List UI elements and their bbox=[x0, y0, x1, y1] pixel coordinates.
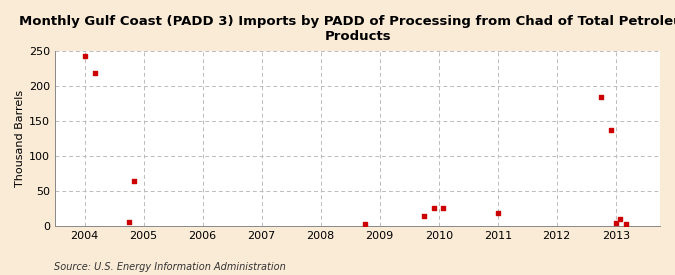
Point bbox=[492, 211, 503, 216]
Text: Source: U.S. Energy Information Administration: Source: U.S. Energy Information Administ… bbox=[54, 262, 286, 272]
Point bbox=[429, 205, 439, 210]
Y-axis label: Thousand Barrels: Thousand Barrels bbox=[15, 90, 25, 187]
Point bbox=[360, 222, 371, 227]
Title: Monthly Gulf Coast (PADD 3) Imports by PADD of Processing from Chad of Total Pet: Monthly Gulf Coast (PADD 3) Imports by P… bbox=[19, 15, 675, 43]
Point bbox=[124, 220, 134, 225]
Point bbox=[128, 178, 139, 183]
Point bbox=[610, 221, 621, 225]
Point bbox=[615, 217, 626, 221]
Point bbox=[605, 127, 616, 132]
Point bbox=[620, 222, 631, 227]
Point bbox=[438, 206, 449, 211]
Point bbox=[595, 95, 606, 100]
Point bbox=[89, 71, 100, 75]
Point bbox=[79, 54, 90, 58]
Point bbox=[418, 214, 429, 218]
